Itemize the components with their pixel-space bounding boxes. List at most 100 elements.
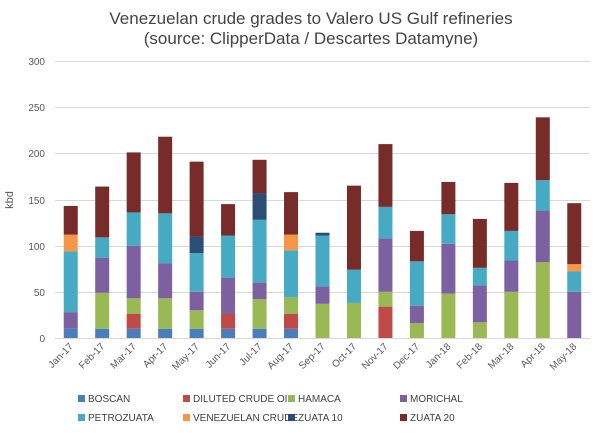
bar-segment <box>504 230 519 261</box>
x-tick-label: Apr-18 <box>519 341 548 370</box>
bar-segment <box>95 292 110 329</box>
bar-segment <box>315 235 330 287</box>
legend-entry: VENEZUELAN CRUDE <box>193 413 298 424</box>
bar-segment <box>567 203 582 265</box>
bar-segment <box>378 144 393 207</box>
x-tick-label: Apr-17 <box>141 341 170 370</box>
x-tick-label: May-18 <box>548 341 580 373</box>
bar-segment <box>126 298 141 314</box>
bar-segment <box>315 303 330 338</box>
x-tick-label: May-17 <box>170 341 202 373</box>
y-tick-label: 50 <box>34 288 46 299</box>
bar-segment <box>63 205 78 235</box>
bars <box>63 117 582 338</box>
y-tick-label: 0 <box>39 334 45 345</box>
bar-segment <box>441 243 456 294</box>
bar-segment <box>315 286 330 304</box>
bar-segment <box>252 159 267 194</box>
bar-segment <box>95 257 110 293</box>
bar-segment <box>63 251 78 313</box>
y-tick-label: 150 <box>28 196 45 207</box>
bar-segment <box>158 213 173 264</box>
bar-segment <box>252 193 267 220</box>
bar-segment <box>409 305 424 324</box>
legend-entry: HAMACA <box>298 394 341 405</box>
bar-segment <box>126 212 141 246</box>
bar-segment <box>472 218 487 268</box>
bar-segment <box>189 236 204 254</box>
y-axis-label: kbd <box>4 191 16 209</box>
bar-segment <box>567 291 582 338</box>
bar-segment <box>221 204 236 236</box>
bar-segment <box>126 328 141 338</box>
bar-segment <box>504 182 519 231</box>
legend-entry: DILUTED CRUDE OIL <box>193 394 293 405</box>
x-tick-label: Dec-17 <box>391 341 422 372</box>
bar-segment <box>284 328 299 338</box>
bar-segment <box>315 232 330 236</box>
bar-segment <box>504 260 519 292</box>
bar-segment <box>126 152 141 213</box>
bar-segment <box>252 299 267 329</box>
legend-swatch <box>183 414 190 421</box>
bar-segment <box>284 192 299 235</box>
bar-segment <box>504 291 519 338</box>
bar-segment <box>284 250 299 298</box>
bar-segment <box>189 161 204 237</box>
bar-segment <box>472 285 487 323</box>
bar-segment <box>252 219 267 283</box>
bar-segment <box>126 245 141 299</box>
bar-segment <box>95 328 110 338</box>
bar-segment <box>535 210 550 263</box>
bar-segment <box>535 180 550 211</box>
legend-swatch <box>288 414 295 421</box>
bar-segment <box>441 214 456 244</box>
x-tick-label: Mar-17 <box>109 341 139 371</box>
bar-segment <box>221 313 236 329</box>
bar-segment <box>441 181 456 215</box>
bar-segment <box>346 269 361 303</box>
y-tick-label: 250 <box>28 103 45 114</box>
bar-segment <box>472 267 487 286</box>
bar-segment <box>63 312 78 329</box>
bar-segment <box>189 310 204 329</box>
legend-swatch <box>78 395 85 402</box>
bar-segment <box>378 206 393 239</box>
bar-segment <box>284 297 299 314</box>
x-tick-label: Jan-18 <box>424 341 454 371</box>
x-tick-labels: Jan-17 Feb-17 Mar-17 Apr-17 May-17 Jun-17 Jul-… <box>46 341 579 373</box>
bar-segment <box>158 328 173 338</box>
legend-swatch <box>400 395 407 402</box>
bar-segment <box>252 282 267 300</box>
bar-segment <box>409 230 424 262</box>
bar-segment <box>95 237 110 258</box>
x-tick-label: Nov-17 <box>360 341 391 372</box>
bar-segment <box>284 313 299 329</box>
y-tick-labels: 0 50 100 150 200 250 300 <box>28 57 45 345</box>
x-tick-label: Jan-17 <box>46 341 76 371</box>
bar-segment <box>158 298 173 329</box>
bar-segment <box>378 306 393 338</box>
bar-segment <box>441 293 456 338</box>
y-tick-label: 100 <box>28 242 45 253</box>
legend-swatch <box>78 414 85 421</box>
gridlines <box>55 61 590 293</box>
bar-segment <box>63 234 78 252</box>
x-tick-label: Sep-17 <box>297 341 328 372</box>
bar-segment <box>126 313 141 329</box>
legend-entry: MORICHAL <box>410 394 463 405</box>
bar-segment <box>567 271 582 292</box>
bar-segment <box>221 235 236 278</box>
bar-segment <box>535 117 550 181</box>
x-tick-label: Feb-17 <box>77 341 107 371</box>
bar-segment <box>535 262 550 338</box>
bar-segment <box>567 264 582 272</box>
bar-segment <box>378 291 393 307</box>
x-tick-label: Feb-18 <box>455 341 485 371</box>
bar-segment <box>158 136 173 214</box>
bar-segment <box>95 186 110 238</box>
x-tick-label: Jul-17 <box>238 341 265 368</box>
bar-segment <box>409 261 424 306</box>
bar-segment <box>189 328 204 338</box>
